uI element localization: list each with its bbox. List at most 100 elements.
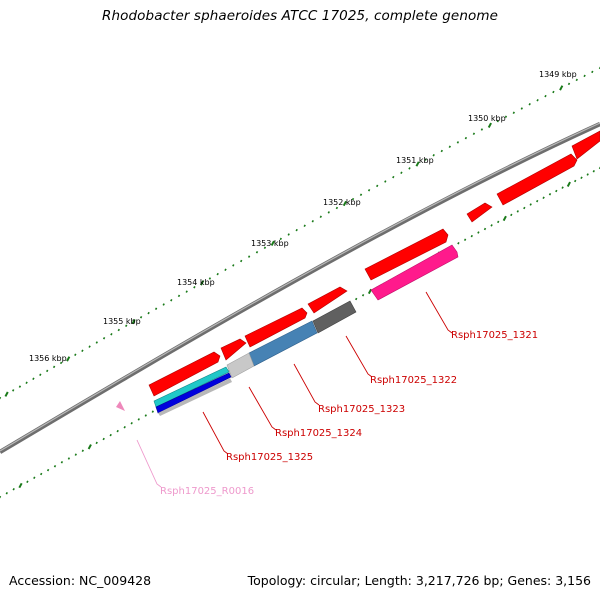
tick-mark — [185, 290, 188, 293]
tick-mark — [95, 341, 98, 344]
tick-mark — [263, 246, 267, 250]
tick-mark — [131, 318, 136, 325]
tick-mark — [66, 356, 71, 362]
tick-mark — [544, 94, 547, 98]
tick-mark — [81, 449, 84, 452]
tick-mark — [483, 227, 487, 231]
tick-mark — [592, 169, 595, 173]
gene-feature-1322[interactable] — [312, 300, 357, 334]
tick-mark — [575, 78, 578, 82]
tick-mark — [67, 457, 71, 460]
tick-mark — [415, 161, 420, 167]
genome-backbone — [0, 121, 600, 454]
tick-mark — [487, 122, 492, 128]
gene-feature-underline[interactable] — [158, 378, 232, 416]
tick-mark — [123, 425, 126, 429]
tick-mark — [270, 240, 275, 246]
leader-line-1324 — [248, 386, 277, 431]
tick-mark — [440, 149, 443, 153]
tick-mark — [154, 307, 158, 311]
tick-mark — [523, 206, 526, 210]
tick-mark — [74, 353, 77, 357]
tick-mark — [5, 491, 8, 495]
tick-mark — [255, 250, 259, 254]
tick-mark — [567, 82, 571, 86]
feature-label-1323[interactable]: Rsph17025_1323 — [318, 404, 405, 415]
tick-mark — [464, 136, 468, 140]
tick-label-1349: 1349 kbp — [539, 70, 577, 79]
tick-mark — [463, 238, 467, 241]
feature-label-1321[interactable]: Rsph17025_1321 — [451, 330, 538, 341]
tick-mark — [162, 303, 165, 306]
reverse-strand-genes — [153, 244, 459, 416]
tick-mark — [367, 189, 371, 192]
tick-mark — [137, 418, 140, 421]
tick-mark — [139, 316, 143, 319]
tick-mark — [448, 145, 451, 148]
tick-mark — [355, 297, 358, 301]
tick-mark — [559, 85, 564, 91]
gene-feature[interactable] — [364, 228, 449, 281]
tick-mark — [529, 203, 532, 206]
tick-mark — [456, 141, 460, 144]
tick-mark — [598, 66, 600, 70]
tick-mark — [311, 219, 314, 223]
tick-mark — [116, 429, 119, 433]
gene-feature-1324[interactable] — [153, 366, 230, 408]
tick-mark — [548, 193, 552, 196]
tick-mark — [591, 70, 594, 74]
gene-feature-1321[interactable] — [370, 244, 459, 301]
tick-mark — [496, 119, 500, 123]
tick-mark — [327, 211, 330, 214]
tick-mark — [480, 128, 484, 131]
tick-mark — [497, 220, 500, 224]
gene-feature[interactable] — [220, 338, 247, 361]
tick-mark — [88, 345, 91, 348]
tick-mark — [303, 224, 306, 227]
tick-label-1353: 1353 kbp — [251, 239, 289, 248]
tick-mark — [33, 476, 36, 480]
tick-mark — [109, 433, 112, 437]
tick-label-1355: 1355 kbp — [103, 317, 141, 326]
tick-mark — [598, 166, 600, 170]
gene-feature[interactable] — [307, 286, 348, 314]
gene-feature[interactable] — [148, 351, 221, 397]
gene-feature[interactable] — [496, 153, 578, 206]
tick-label-1352: 1352 kbp — [323, 198, 361, 207]
tick-mark — [470, 234, 473, 238]
feature-label-R0016[interactable]: Rsph17025_R0016 — [160, 486, 254, 497]
feature-label-1325[interactable]: Rsph17025_1325 — [226, 452, 313, 463]
tick-mark — [359, 193, 363, 196]
gene-feature-1325[interactable] — [155, 372, 232, 414]
tick-mark — [18, 482, 23, 489]
tick-mark — [361, 293, 365, 297]
feature-label-1322[interactable]: Rsph17025_1322 — [370, 375, 457, 386]
tick-mark — [52, 365, 56, 369]
tick-mark — [408, 167, 411, 170]
rna-feature-R0016[interactable] — [116, 401, 125, 411]
tick-mark — [536, 199, 539, 203]
tick-mark — [240, 259, 243, 263]
gene-feature[interactable] — [244, 307, 308, 348]
map-title: Rhodobacter sphaeroides ATCC 17025, comp… — [102, 8, 498, 24]
tick-mark — [130, 422, 133, 425]
tick-mark — [566, 181, 571, 187]
tick-mark — [555, 189, 558, 193]
tick-mark — [12, 389, 15, 392]
tick-mark — [26, 480, 29, 483]
gene-feature-gray[interactable] — [226, 352, 255, 379]
tick-mark — [12, 488, 15, 491]
tick-mark — [574, 179, 577, 183]
tick-mark — [74, 453, 77, 456]
tick-mark — [110, 332, 113, 336]
tick-mark — [504, 115, 508, 119]
feature-label-1324[interactable]: Rsph17025_1324 — [275, 428, 362, 439]
gene-feature[interactable] — [466, 202, 493, 223]
tick-label-1356: 1356 kbp — [29, 354, 67, 363]
tick-mark — [490, 224, 493, 227]
gene-feature[interactable] — [571, 130, 600, 160]
tick-mark — [224, 268, 227, 272]
tick-mark — [0, 396, 2, 400]
tick-mark — [117, 328, 120, 332]
tick-mark — [561, 186, 564, 189]
